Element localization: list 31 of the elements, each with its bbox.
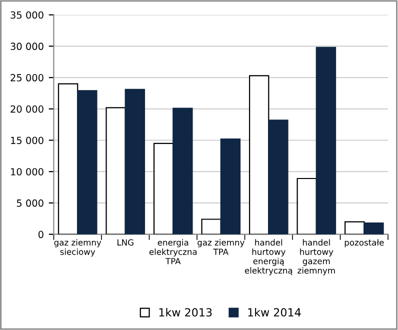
bar <box>248 75 270 234</box>
bar <box>344 221 365 234</box>
x-tick-label: energia elektryczna TPA <box>149 239 197 264</box>
x-tick-label: gaz ziemny sieciowy <box>54 239 102 257</box>
bar <box>77 90 98 234</box>
y-tick-label: 35 000 <box>10 11 44 19</box>
y-tick-label: 20 000 <box>10 105 44 113</box>
x-tick-label: handel hurtowy gazem ziemnym <box>298 239 335 276</box>
bar <box>106 107 126 234</box>
bar <box>220 138 241 234</box>
x-tick-label: handel hurtowy energią elektryczną <box>244 239 292 276</box>
x-tick-label: gaz ziemny TPA <box>198 239 244 255</box>
bar <box>201 218 222 234</box>
bar <box>153 142 174 234</box>
y-tick-label: 10 000 <box>11 168 44 176</box>
bar <box>296 178 317 234</box>
bar <box>364 222 384 234</box>
y-tick-label: 0 <box>38 230 44 238</box>
bar <box>172 108 193 234</box>
bar <box>124 88 146 234</box>
x-tick-label: pozostałe <box>344 239 384 248</box>
y-tick-label: 15 000 <box>11 136 44 144</box>
y-tick-label: 25 000 <box>10 74 44 82</box>
bar <box>316 46 336 234</box>
y-tick-label: 5 000 <box>16 199 44 207</box>
y-tick-label: 30 000 <box>10 42 44 50</box>
legend-label: 1kw 2014 <box>248 308 301 317</box>
bar <box>58 83 78 234</box>
bar <box>268 120 288 234</box>
x-tick-label: LNG <box>118 239 134 246</box>
legend-label: 1kw 2013 <box>159 308 212 317</box>
